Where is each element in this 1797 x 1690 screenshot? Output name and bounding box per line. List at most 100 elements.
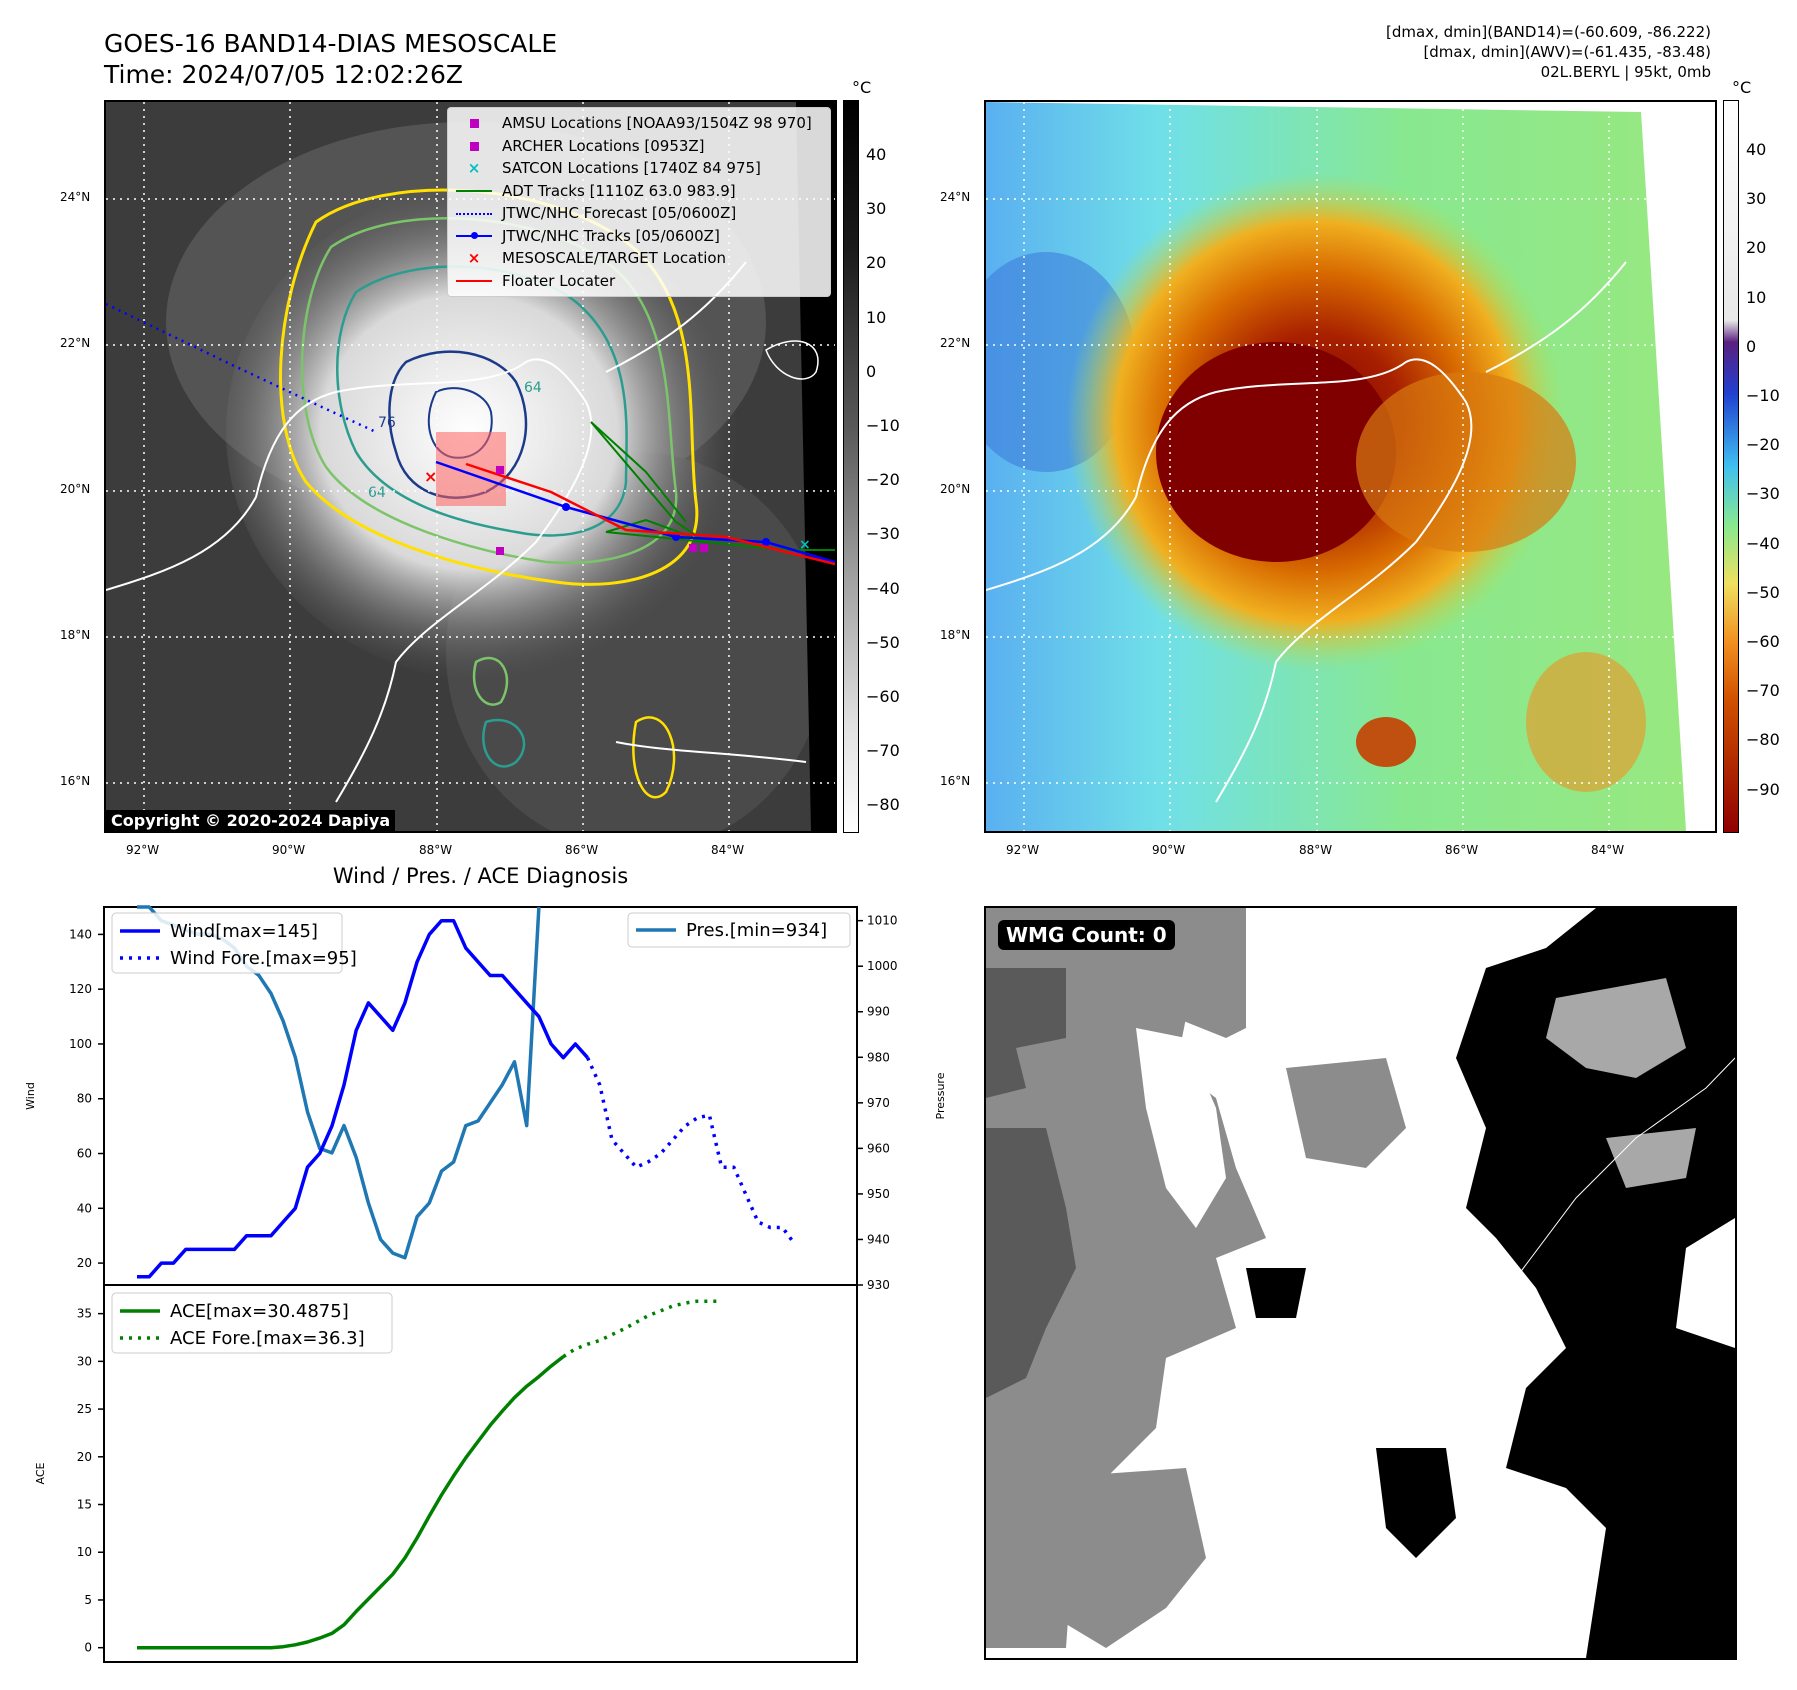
cbar2-tick: −50: [1746, 582, 1780, 602]
lon-label-92w-b: 92°W: [1006, 843, 1040, 857]
wind-forecast-line: [586, 1056, 797, 1245]
contour-label-64b: 64: [524, 380, 542, 396]
map-legend: AMSU Locations [NOAA93/1504Z 98 970] ARCH…: [447, 107, 831, 297]
stats-header: [dmax, dmin](BAND14)=(-60.609, -86.222) …: [1386, 22, 1711, 82]
cbar1-tick: 20: [866, 253, 887, 273]
wind-ytick-label: 140: [69, 927, 92, 941]
svg-text:×: ×: [424, 467, 437, 486]
cbar2-tick: −10: [1746, 386, 1780, 405]
pressure-legend-label: Pres.[min=934]: [686, 920, 827, 941]
wind-ytick-label: 80: [77, 1092, 92, 1106]
cbar1-tick: 40: [866, 145, 887, 164]
contour-label-76: 76: [378, 415, 396, 431]
copyright-label: Copyright © 2020-2024 Dapiya: [106, 810, 396, 831]
legend-label: ADT Tracks [1110Z 63.0 983.9]: [502, 181, 736, 200]
lat-label-24n-a: 24°N: [60, 190, 91, 204]
pressure-legend-box: [627, 912, 851, 948]
lon-label-86w-a: 86°W: [565, 843, 599, 857]
wind-ylabel: Wind: [24, 1082, 37, 1110]
awv-colorbar: [1723, 100, 1739, 833]
cbar2-tick: 0: [1746, 336, 1757, 356]
cbar2-tick: 10: [1746, 287, 1767, 307]
cbar1-tick: −20: [866, 470, 900, 490]
legend-swatch: [454, 272, 494, 290]
diagnosis-chart: 2040608010012014093094095096097098099010…: [24, 905, 947, 1663]
pres-ytick-label: 1000: [867, 959, 898, 973]
legend-swatch: ×: [467, 249, 481, 268]
ace-ytick-label: 35: [77, 1307, 92, 1321]
lon-label-84w-b: 84°W: [1591, 843, 1625, 857]
wind-ytick-label: 40: [77, 1201, 92, 1215]
ace-legend-box: [111, 1292, 393, 1354]
lat-label-16n-b: 16°N: [940, 774, 971, 788]
ace-ytick-label: 15: [77, 1498, 92, 1512]
pres-ytick-label: 990: [867, 1005, 890, 1019]
lon-label-86w-b: 86°W: [1445, 843, 1479, 857]
title-line-2: Time: 2024/07/05 12:02:26Z: [104, 60, 463, 89]
cbar1-tick: −30: [866, 524, 900, 544]
legend-entry: × MESOSCALE/TARGET Location: [454, 247, 824, 270]
legend-entry: Floater Locater: [454, 270, 824, 293]
pres-ytick-label: 970: [867, 1096, 890, 1110]
wind-ytick-label: 100: [69, 1037, 92, 1051]
ace-ytick-label: 30: [77, 1354, 92, 1368]
cbar1-tick: −80: [866, 795, 900, 815]
pres-ytick-label: 930: [867, 1278, 890, 1292]
lat-label-16n-a: 16°N: [60, 774, 91, 788]
wind-legend-box: [111, 912, 343, 974]
cbar2-unit: °C: [1732, 78, 1752, 97]
lon-label-88w-a: 88°W: [419, 843, 453, 857]
ace-line: [137, 1355, 565, 1650]
wind-legend-label: Wind Fore.[max=95]: [170, 948, 357, 969]
wmg-svg: [986, 908, 1735, 1658]
legend-entry: AMSU Locations [NOAA93/1504Z 98 970]: [454, 112, 824, 135]
cbar1-tick: −60: [866, 687, 900, 706]
wind-ytick-label: 120: [69, 982, 92, 996]
ace-legend-label: ACE[max=30.4875]: [170, 1301, 349, 1322]
lat-label-18n-a: 18°N: [60, 628, 91, 642]
lon-label-88w-b: 88°W: [1299, 843, 1333, 857]
cbar1-tick: 10: [866, 307, 887, 327]
legend-swatch: [454, 182, 494, 200]
legend-entry: ARCHER Locations [0953Z]: [454, 135, 824, 158]
lat-label-20n-a: 20°N: [60, 482, 91, 496]
awv-stats: [dmax, dmin](AWV)=(-61.435, -83.48): [1423, 43, 1711, 61]
cbar1-tick: −10: [866, 416, 900, 435]
ir-colorbar: [843, 100, 859, 833]
ace-panel: 0 5 10 15 20 25 30 35 ACE ACE[max=30.4875] ACE For…: [34, 1284, 858, 1663]
awv-map-svg: [986, 102, 1715, 831]
pres-ytick-label: 940: [867, 1232, 890, 1246]
title-line-1: GOES-16 BAND14-DIAS MESOSCALE: [104, 29, 558, 58]
awv-map-panel: [984, 100, 1717, 833]
lon-label-90w-a: 90°W: [272, 843, 306, 857]
cbar1-tick: 30: [866, 199, 887, 219]
wmg-panel: WMG Count: 0: [984, 906, 1737, 1660]
lon-label-84w-a: 84°W: [711, 843, 745, 857]
cbar2-tick: 30: [1746, 189, 1767, 209]
cbar2-tick: −40: [1746, 533, 1780, 553]
legend-entry: JTWC/NHC Tracks [05/0600Z]: [454, 225, 824, 248]
lon-label-92w-a: 92°W: [126, 843, 160, 857]
cbar2-tick: 20: [1746, 238, 1767, 258]
cbar2-tick: −90: [1746, 779, 1780, 799]
cbar1-tick: −50: [866, 632, 900, 652]
cbar2-tick: −80: [1746, 730, 1780, 750]
legend-entry: JTWC/NHC Forecast [05/0600Z]: [454, 202, 824, 225]
lat-label-24n-b: 24°N: [940, 190, 971, 204]
legend-swatch: [454, 204, 494, 222]
diagnosis-title: Wind / Pres. / ACE Diagnosis: [332, 864, 629, 888]
storm-info: 02L.BERYL | 95kt, 0mb: [1540, 63, 1711, 81]
band14-stats: [dmax, dmin](BAND14)=(-60.609, -86.222): [1386, 23, 1711, 41]
ace-legend-label: ACE Fore.[max=36.3]: [170, 1328, 365, 1349]
lat-label-22n-b: 22°N: [940, 336, 971, 350]
legend-swatch: [454, 114, 494, 132]
wind-legend: Wind[max=145] Wind Fore.[max=95]: [111, 912, 357, 974]
cbar1-tick: −40: [866, 578, 900, 598]
svg-text:×: ×: [799, 537, 811, 553]
lat-label-18n-b: 18°N: [940, 628, 971, 642]
figure-title: GOES-16 BAND14-DIAS MESOSCALE Time: 2024…: [104, 28, 557, 90]
lon-label-90w-b: 90°W: [1152, 843, 1186, 857]
ace-ytick-label: 25: [77, 1402, 92, 1416]
pres-ytick-label: 980: [867, 1050, 890, 1064]
pressure-legend: Pres.[min=934]: [627, 912, 851, 948]
